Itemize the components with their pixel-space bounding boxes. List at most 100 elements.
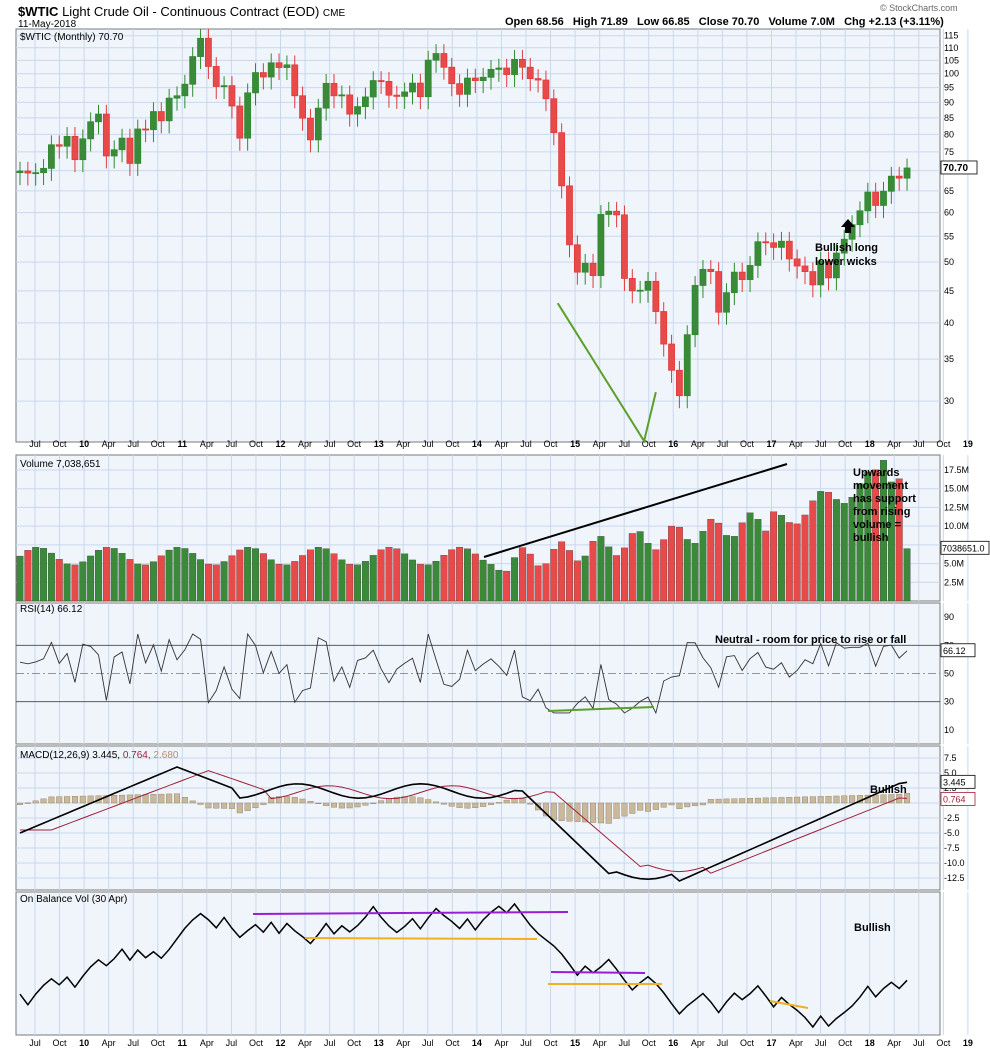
macd-histogram-bar	[558, 802, 565, 821]
macd-histogram-bar	[747, 798, 754, 804]
volume-bar	[840, 503, 848, 602]
panel-price	[15, 28, 941, 443]
annotation-volume-line: movement	[853, 480, 908, 492]
x-tick-label: Jul	[127, 1038, 139, 1048]
y-tick-label: 95	[944, 83, 954, 93]
x-tick-label: Jul	[324, 439, 336, 449]
y-tick-label: 115	[944, 31, 958, 41]
x-tick-label: Apr	[593, 1038, 607, 1048]
x-tick-label: Apr	[494, 439, 508, 449]
volume-bar	[24, 550, 32, 602]
volume-bar	[322, 548, 330, 602]
macd-histogram-bar	[692, 802, 699, 806]
x-tick-label: Oct	[347, 1038, 362, 1048]
volume-bar	[165, 549, 173, 602]
volume-bar	[47, 552, 55, 602]
macd-histogram-bar	[331, 802, 338, 808]
volume-bar	[644, 543, 652, 602]
volume-bar	[746, 512, 754, 602]
volume-bar	[723, 535, 730, 602]
volume-bar	[573, 560, 581, 602]
candle-body	[864, 191, 872, 212]
x-tick-label: Oct	[249, 439, 264, 449]
volume-bar	[463, 548, 471, 602]
x-tick-label: Apr	[691, 439, 705, 449]
candle-body	[267, 62, 275, 78]
macd-histogram-bar	[872, 794, 879, 804]
symbol: $WTIC	[18, 4, 59, 19]
candle-body	[511, 58, 518, 75]
candle-body	[16, 170, 24, 174]
macd-histogram-bar	[849, 795, 856, 804]
y-tick-label: 15.0M	[944, 484, 969, 494]
y-tick-label: 85	[944, 113, 954, 123]
macd-histogram-bar	[323, 802, 330, 806]
y-tick-label: 80	[944, 129, 954, 139]
annotation-volume-line: has support	[853, 493, 916, 505]
candle-body	[181, 83, 189, 97]
candle-body	[526, 66, 534, 80]
macd-histogram-bar	[385, 798, 392, 804]
x-tick-label: Apr	[396, 439, 410, 449]
volume-bar	[126, 559, 134, 602]
trend-line-obv-purple-2	[550, 971, 646, 974]
candle-body	[189, 56, 197, 85]
candle-body	[487, 68, 495, 78]
candle-body	[416, 82, 424, 98]
x-tick-label: Apr	[200, 439, 214, 449]
candle-body	[252, 72, 259, 94]
macd-histogram-bar	[448, 802, 455, 807]
macd-histogram-bar	[119, 794, 126, 804]
macd-histogram-bar	[56, 796, 63, 804]
candle-body	[754, 241, 762, 266]
candle-body	[338, 94, 346, 97]
volume-bar	[785, 522, 793, 602]
macd-histogram-bar	[79, 795, 86, 804]
x-tick-label: Jul	[618, 1038, 630, 1048]
volume-bar	[699, 531, 707, 602]
trend-line-obv-orange-3	[769, 1000, 809, 1009]
x-tick-label: 12	[275, 1038, 285, 1048]
x-tick-label: 11	[178, 439, 188, 449]
volume-bar	[597, 536, 605, 602]
volume-bar	[738, 522, 746, 602]
macd-histogram-bar	[786, 797, 793, 804]
candle-body	[299, 95, 307, 119]
volume-bar	[754, 519, 762, 602]
volume-bar	[832, 499, 840, 602]
candle-body	[738, 271, 746, 280]
volume-bar	[730, 536, 738, 602]
macd-histogram-bar	[346, 802, 353, 809]
candle-body	[683, 334, 691, 397]
candle-body	[762, 241, 770, 244]
macd-histogram-bar	[433, 801, 440, 804]
y-tick-label: 50	[944, 257, 954, 267]
volume-bar	[401, 553, 409, 602]
rsi-panel-title: RSI(14) 66.12	[20, 604, 83, 615]
x-tick-label: 12	[275, 439, 285, 449]
volume-bar	[542, 563, 550, 602]
volume-bar	[895, 478, 903, 602]
volume-bar	[707, 519, 715, 602]
volume-bar	[511, 557, 518, 602]
last-rsi-label: 66.12	[943, 646, 966, 656]
volume-bar	[87, 555, 95, 602]
volume-bar	[314, 546, 322, 602]
macd-histogram-bar	[817, 796, 824, 804]
x-tick-label: Oct	[249, 1038, 264, 1048]
y-tick-label: 45	[944, 286, 954, 296]
volume-bar	[236, 549, 244, 602]
x-tick-label: 17	[766, 439, 776, 449]
candle-body	[48, 144, 55, 169]
candle-body	[730, 271, 738, 294]
x-tick-label: Oct	[740, 1038, 755, 1048]
candle-body	[581, 262, 589, 273]
volume-bar	[416, 564, 424, 602]
volume-bar	[220, 561, 228, 602]
x-tick-label: Jul	[520, 439, 532, 449]
candle-body	[87, 121, 95, 140]
volume-bar	[228, 555, 236, 602]
volume-bar	[628, 533, 636, 602]
x-tick-label: Apr	[887, 1038, 901, 1048]
